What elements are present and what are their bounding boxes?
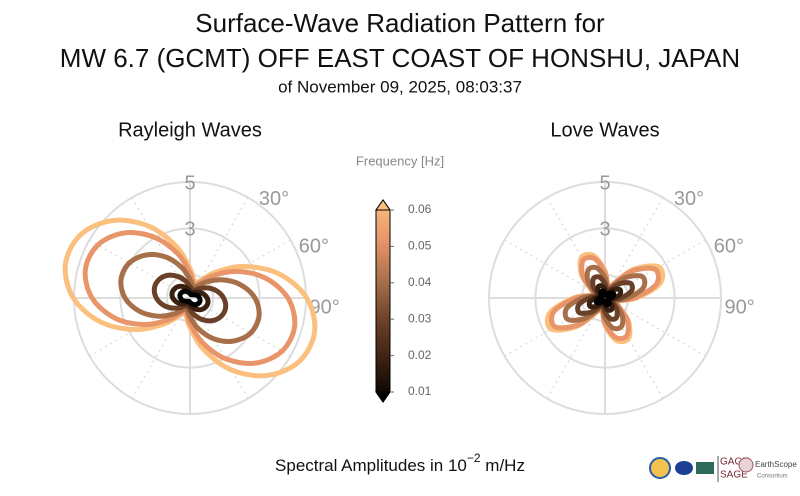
theta-grid-line <box>131 197 191 299</box>
footer-text: Spectral Amplitudes in <box>275 456 448 475</box>
pattern-curve <box>151 272 229 324</box>
colorbar-tick-label: 0.02 <box>408 348 432 362</box>
polar-axes <box>73 181 307 415</box>
footer-exponent: −2 <box>467 451 481 465</box>
logo-usgs <box>696 462 714 474</box>
footer-base: 10 <box>448 456 467 475</box>
theta-tick-label: 30° <box>259 188 289 210</box>
colorbar-tick-label: 0.04 <box>408 275 432 289</box>
logo-nasa <box>675 461 693 475</box>
colorbar-tick-label: 0.03 <box>408 311 432 325</box>
plot-title: Love Waves <box>550 119 659 141</box>
colorbar-label: Frequency [Hz] <box>356 153 444 168</box>
colorbar-tick-label: 0.06 <box>408 202 432 216</box>
pattern-curve <box>593 288 617 308</box>
logo-earthscope-mark <box>738 457 754 473</box>
colorbar <box>375 199 391 403</box>
logo-nsf <box>649 457 671 479</box>
pattern-curve <box>118 252 262 344</box>
theta-tick-label: 60° <box>299 236 329 258</box>
pattern-curve <box>177 288 203 308</box>
plot-title: Rayleigh Waves <box>118 119 262 141</box>
r-tick-label: 3 <box>184 219 195 241</box>
footer-unit: m/Hz <box>481 456 525 475</box>
logo-sage: SAGE <box>720 470 748 481</box>
theta-grid-line <box>189 297 249 399</box>
r-tick-label: 5 <box>599 172 610 194</box>
theta-tick-label: 60° <box>714 236 744 258</box>
colorbar-extend-bottom <box>375 391 391 403</box>
colorbar-extend-top <box>375 199 391 211</box>
logo-gage: GAGE <box>720 457 749 468</box>
theta-tick-label: 30° <box>674 188 704 210</box>
title-line: MW 6.7 (GCMT) OFF EAST COAST OF HONSHU, … <box>60 43 740 73</box>
logo-consortium: Consortium <box>757 474 788 480</box>
logo-earthscope: EarthScope <box>755 460 797 469</box>
theta-grid-line <box>546 197 606 299</box>
theta-tick-label: 90° <box>725 297 755 319</box>
logos: GAGE SAGE EarthScope Consortium <box>649 456 797 482</box>
pattern-curve <box>82 230 298 366</box>
theta-tick-label: 90° <box>310 297 340 319</box>
colorbar-tick-label: 0.01 <box>408 384 432 398</box>
subtitle: of November 09, 2025, 08:03:37 <box>278 77 522 96</box>
theta-grid-line <box>604 297 664 399</box>
title-line: Surface-Wave Radiation Pattern for <box>195 8 605 38</box>
r-tick-label: 3 <box>599 219 610 241</box>
polar-axes <box>488 181 722 415</box>
r-tick-label: 5 <box>184 172 195 194</box>
footer: Spectral Amplitudes in 10−2 m/Hz <box>275 451 525 475</box>
colorbar-tick-label: 0.05 <box>408 239 432 253</box>
